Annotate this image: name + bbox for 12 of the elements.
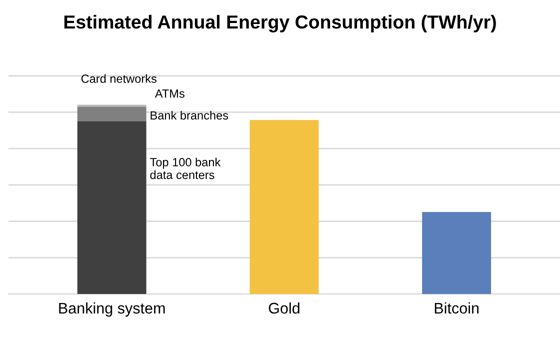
bar — [422, 212, 492, 294]
bar — [77, 106, 146, 122]
series-label: ATMs — [154, 89, 184, 98]
series-label: Bank branches — [150, 110, 228, 120]
bar — [250, 120, 319, 294]
series-label: Card networks — [81, 74, 156, 83]
x-tick-label: Gold — [268, 302, 300, 314]
x-tick-label: Banking system — [59, 302, 165, 317]
chart-title: Estimated Annual Energy Consumption (TWh/yr) — [64, 14, 496, 32]
x-tick-label: Bitcoin — [434, 302, 479, 314]
bar — [77, 121, 146, 294]
series-label: Top 100 bank data centers — [150, 158, 221, 180]
